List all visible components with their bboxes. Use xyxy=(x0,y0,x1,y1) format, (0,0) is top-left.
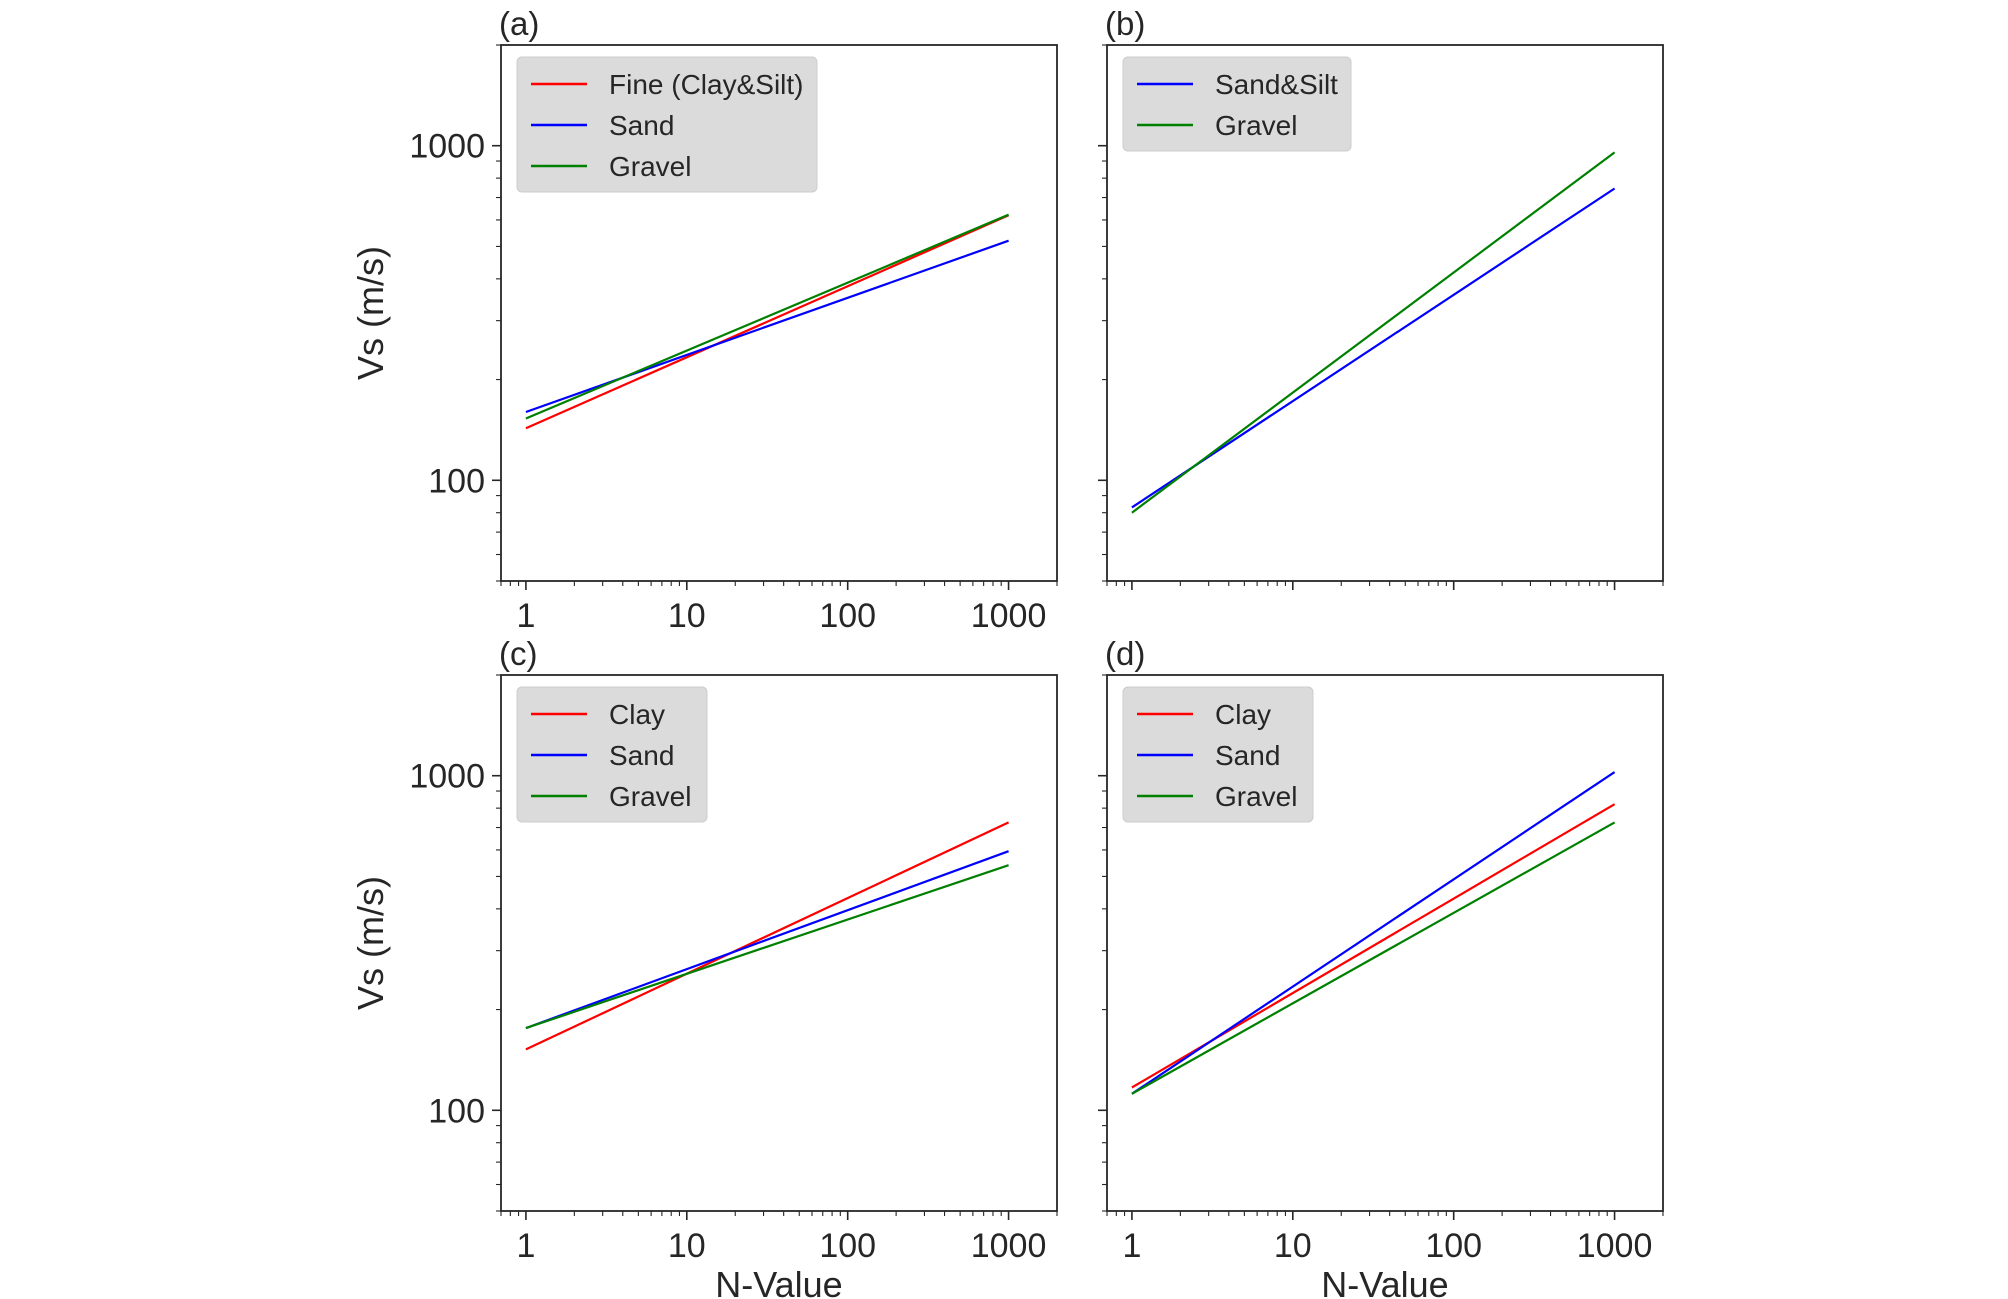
panel-label: (a) xyxy=(499,5,539,42)
legend-label: Sand&Silt xyxy=(1215,69,1338,100)
series-line-gravel xyxy=(1131,151,1616,514)
series-line-clay xyxy=(525,821,1010,1051)
x-tick-label: 100 xyxy=(1425,1227,1482,1265)
series-line-fine-clay-silt- xyxy=(525,214,1010,430)
legend-label: Sand xyxy=(609,740,674,771)
y-tick-label: 100 xyxy=(428,462,485,500)
series-line-gravel xyxy=(525,864,1009,1030)
series-line-sand xyxy=(1131,771,1616,1095)
legend-label: Gravel xyxy=(609,151,691,182)
legend-label: Gravel xyxy=(1215,110,1297,141)
series-line-gravel xyxy=(525,213,1010,420)
legend-label: Gravel xyxy=(609,781,691,812)
x-tick-label: 1000 xyxy=(971,597,1047,635)
x-tick-label: 100 xyxy=(819,597,876,635)
x-axis-label: N-Value xyxy=(715,1264,842,1299)
y-tick-label: 1000 xyxy=(409,758,485,796)
y-axis-label: Vs (m/s) xyxy=(350,876,391,1010)
panel-label: (c) xyxy=(499,635,537,672)
panel-label: (b) xyxy=(1105,5,1145,42)
legend: Clay Sand Gravel xyxy=(516,686,708,823)
legend-label: Sand xyxy=(1215,740,1280,771)
legend: Sand&Silt Gravel xyxy=(1122,56,1352,152)
x-tick-label: 100 xyxy=(819,1227,876,1265)
legend-box xyxy=(1122,56,1352,152)
panel-1: 1 10 100 1000 100 1000 Vs (m/s) (a) Fine (Clay&S… xyxy=(350,5,1058,635)
series-line-sand-silt xyxy=(1131,187,1616,509)
x-tick-label: 1000 xyxy=(1577,1227,1653,1265)
legend-label: Sand xyxy=(609,110,674,141)
series-line-sand xyxy=(525,850,1009,1030)
panel-2: (b) Sand&Silt Gravel xyxy=(1098,5,1664,590)
legend-box xyxy=(516,686,708,823)
legend-box xyxy=(516,56,818,193)
legend-box xyxy=(1122,686,1314,823)
x-tick-label: 1000 xyxy=(971,1227,1047,1265)
y-tick-label: 100 xyxy=(428,1092,485,1130)
legend-label: Clay xyxy=(609,699,665,730)
panel-4: 1 10 100 1000 N-Value (d) Clay Sand Gravel xyxy=(1098,635,1664,1299)
panel-3: 1 10 100 1000 100 1000 N-Value Vs (m/s) (c) Clay S… xyxy=(350,635,1058,1299)
panel-label: (d) xyxy=(1105,635,1145,672)
x-tick-label: 10 xyxy=(668,597,706,635)
x-tick-label: 10 xyxy=(668,1227,706,1265)
legend: Fine (Clay&Silt) Sand Gravel xyxy=(516,56,818,193)
series-line-gravel xyxy=(1131,821,1616,1095)
x-tick-label: 1 xyxy=(516,597,535,635)
y-tick-label: 1000 xyxy=(409,128,485,166)
x-tick-label: 10 xyxy=(1274,1227,1312,1265)
legend-label: Gravel xyxy=(1215,781,1297,812)
x-axis-label: N-Value xyxy=(1321,1264,1448,1299)
y-axis-label: Vs (m/s) xyxy=(350,246,391,380)
x-tick-label: 1 xyxy=(516,1227,535,1265)
legend-label: Clay xyxy=(1215,699,1271,730)
legend: Clay Sand Gravel xyxy=(1122,686,1314,823)
x-tick-label: 1 xyxy=(1122,1227,1141,1265)
legend-label: Fine (Clay&Silt) xyxy=(609,69,803,100)
